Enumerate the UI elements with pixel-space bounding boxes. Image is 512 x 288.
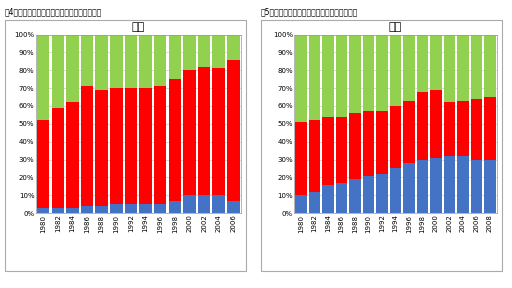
Bar xyxy=(457,35,468,101)
Bar xyxy=(309,120,321,192)
Bar xyxy=(154,86,166,204)
Bar xyxy=(66,35,79,103)
Bar xyxy=(349,113,361,179)
Bar xyxy=(390,168,401,213)
Bar xyxy=(363,35,374,111)
Bar xyxy=(309,35,321,120)
Bar xyxy=(212,195,225,213)
Bar xyxy=(430,35,442,90)
Bar xyxy=(154,35,166,86)
Bar xyxy=(457,156,468,213)
Bar xyxy=(376,35,388,111)
Bar xyxy=(457,101,468,156)
Bar xyxy=(110,88,122,204)
Bar xyxy=(52,108,64,208)
Bar xyxy=(110,204,122,213)
Title: 日本: 日本 xyxy=(132,22,145,32)
Bar xyxy=(363,111,374,176)
Bar xyxy=(95,206,108,213)
Bar xyxy=(403,101,415,163)
Bar xyxy=(212,35,225,69)
Bar xyxy=(444,103,455,156)
Bar xyxy=(484,97,496,160)
Bar xyxy=(484,160,496,213)
Bar xyxy=(390,35,401,106)
Bar xyxy=(37,208,49,213)
Bar xyxy=(125,88,137,204)
Bar xyxy=(81,86,93,206)
Bar xyxy=(323,117,334,185)
Bar xyxy=(417,92,428,160)
Bar xyxy=(95,90,108,206)
Bar xyxy=(349,35,361,113)
Bar xyxy=(484,35,496,97)
Bar xyxy=(295,35,307,122)
Bar xyxy=(336,183,347,213)
Bar xyxy=(139,35,152,88)
Bar xyxy=(198,67,210,195)
Bar xyxy=(471,99,482,160)
Bar xyxy=(323,185,334,213)
Bar xyxy=(81,35,93,86)
Bar xyxy=(52,35,64,108)
Bar xyxy=(444,35,455,103)
Bar xyxy=(309,192,321,213)
Bar xyxy=(125,204,137,213)
Bar xyxy=(139,88,152,204)
Bar xyxy=(37,35,49,120)
Bar xyxy=(444,156,455,213)
Bar xyxy=(430,158,442,213)
Bar xyxy=(227,60,240,201)
Bar xyxy=(227,201,240,213)
Bar xyxy=(403,35,415,101)
Bar xyxy=(95,35,108,90)
Bar xyxy=(37,120,49,208)
Bar xyxy=(198,35,210,67)
Bar xyxy=(336,117,347,183)
Bar xyxy=(168,35,181,79)
Bar xyxy=(417,160,428,213)
Text: 围4：日本のソフトウェアタイプ別投資額構成: 围4：日本のソフトウェアタイプ別投資額構成 xyxy=(5,7,102,16)
Text: 围5：米国のソフトウェアタイプ別投資額構成: 围5：米国のソフトウェアタイプ別投資額構成 xyxy=(261,7,358,16)
Bar xyxy=(227,35,240,60)
Bar xyxy=(376,111,388,174)
Bar xyxy=(198,195,210,213)
Bar xyxy=(183,35,196,70)
Bar xyxy=(471,160,482,213)
Bar xyxy=(390,106,401,168)
Bar xyxy=(336,35,347,117)
Bar xyxy=(212,69,225,195)
Bar xyxy=(168,201,181,213)
Bar xyxy=(81,206,93,213)
Bar xyxy=(363,176,374,213)
Bar xyxy=(471,35,482,99)
Bar xyxy=(168,79,181,201)
Bar xyxy=(295,195,307,213)
Bar xyxy=(417,35,428,92)
Bar xyxy=(66,208,79,213)
Title: 米国: 米国 xyxy=(389,22,402,32)
Bar xyxy=(295,122,307,195)
Bar xyxy=(125,35,137,88)
Bar xyxy=(139,204,152,213)
Bar xyxy=(154,204,166,213)
Bar xyxy=(52,208,64,213)
Bar xyxy=(349,179,361,213)
Bar xyxy=(183,195,196,213)
Bar xyxy=(110,35,122,88)
Bar xyxy=(376,174,388,213)
Bar xyxy=(403,163,415,213)
Bar xyxy=(183,70,196,195)
Bar xyxy=(430,90,442,158)
Bar xyxy=(66,103,79,208)
Bar xyxy=(323,35,334,117)
